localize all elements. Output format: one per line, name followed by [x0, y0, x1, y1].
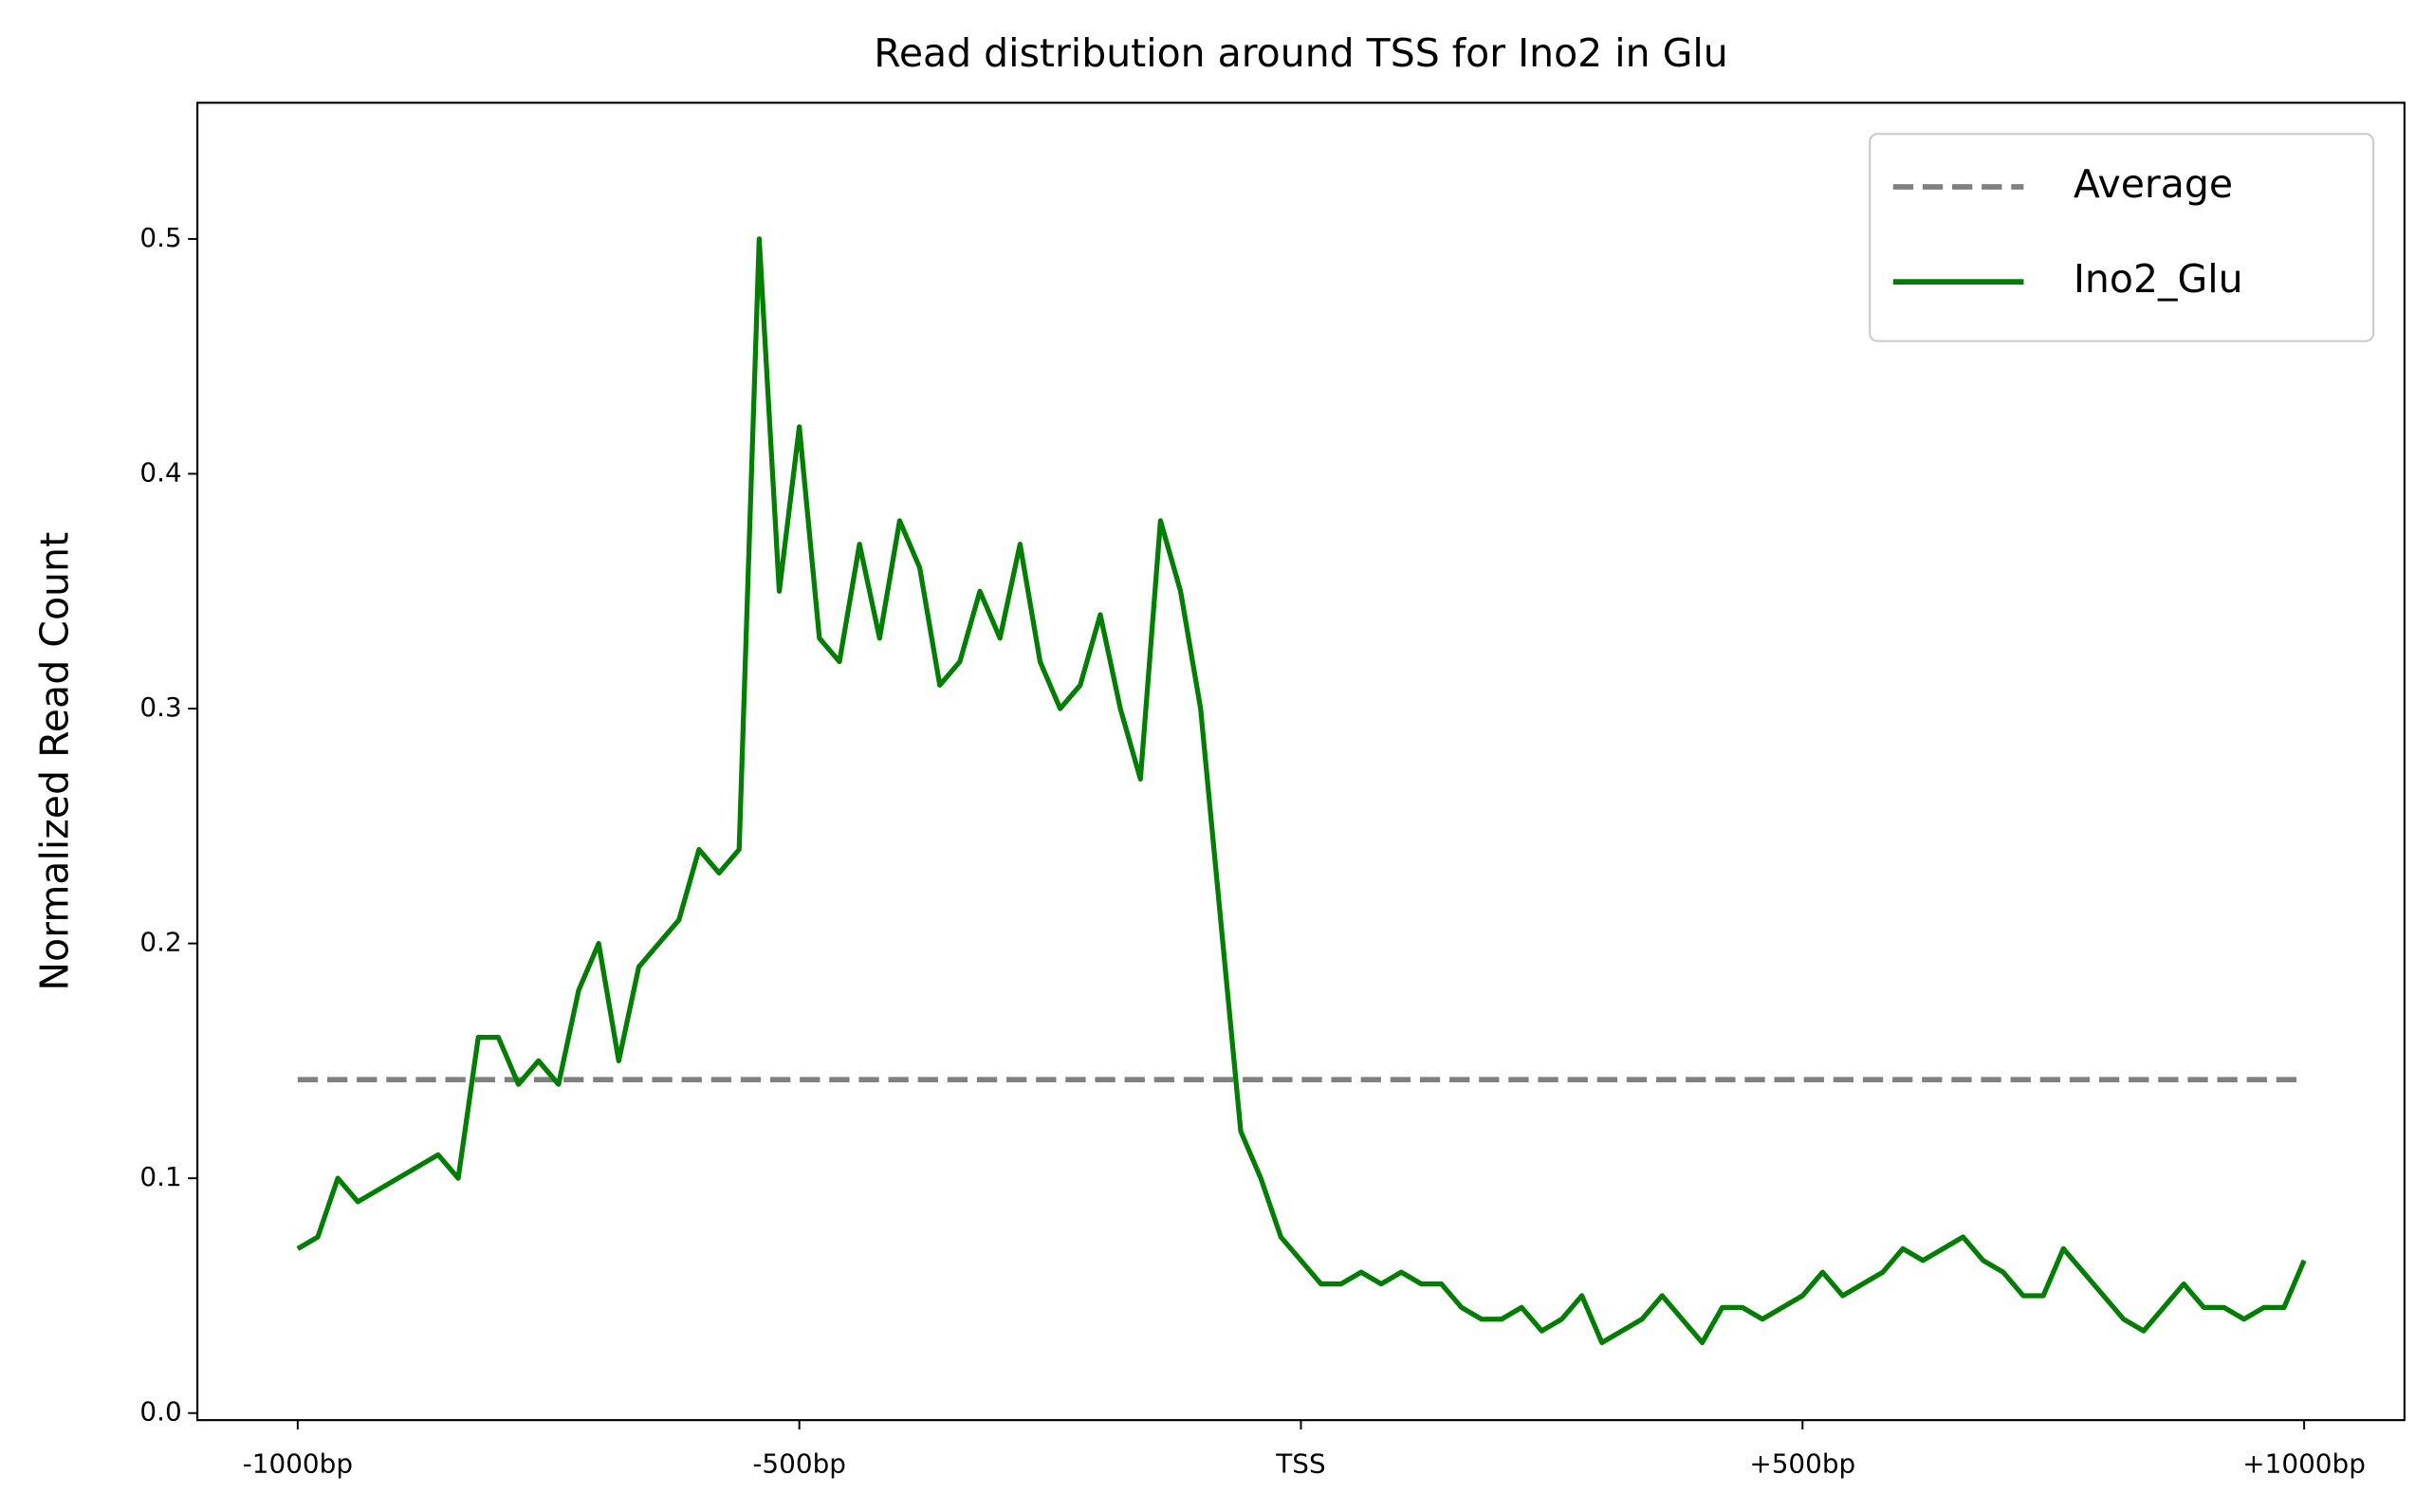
y-tick-label: 0.1 — [139, 1161, 181, 1192]
x-tick-label: -500bp — [752, 1448, 846, 1480]
y-tick-label: 0.4 — [139, 456, 181, 488]
x-tick-label: +1000bp — [2242, 1448, 2366, 1480]
series-line — [296, 236, 2307, 1346]
x-tick-label: TSS — [1275, 1448, 1325, 1480]
y-axis-label: Normalized Read Count — [32, 532, 78, 991]
legend-label: Average — [2074, 161, 2233, 207]
x-tick-label: -1000bp — [243, 1448, 353, 1480]
y-tick-label: 0.3 — [139, 691, 181, 723]
y-tick-label: 0.5 — [139, 222, 181, 253]
y-tick-label: 0.0 — [139, 1396, 181, 1428]
legend-label: Ino2_Glu — [2074, 256, 2243, 302]
chart-title: Read distribution around TSS for Ino2 in… — [874, 30, 1727, 76]
x-tick-label: +500bp — [1749, 1448, 1855, 1480]
y-tick-label: 0.2 — [139, 927, 181, 958]
